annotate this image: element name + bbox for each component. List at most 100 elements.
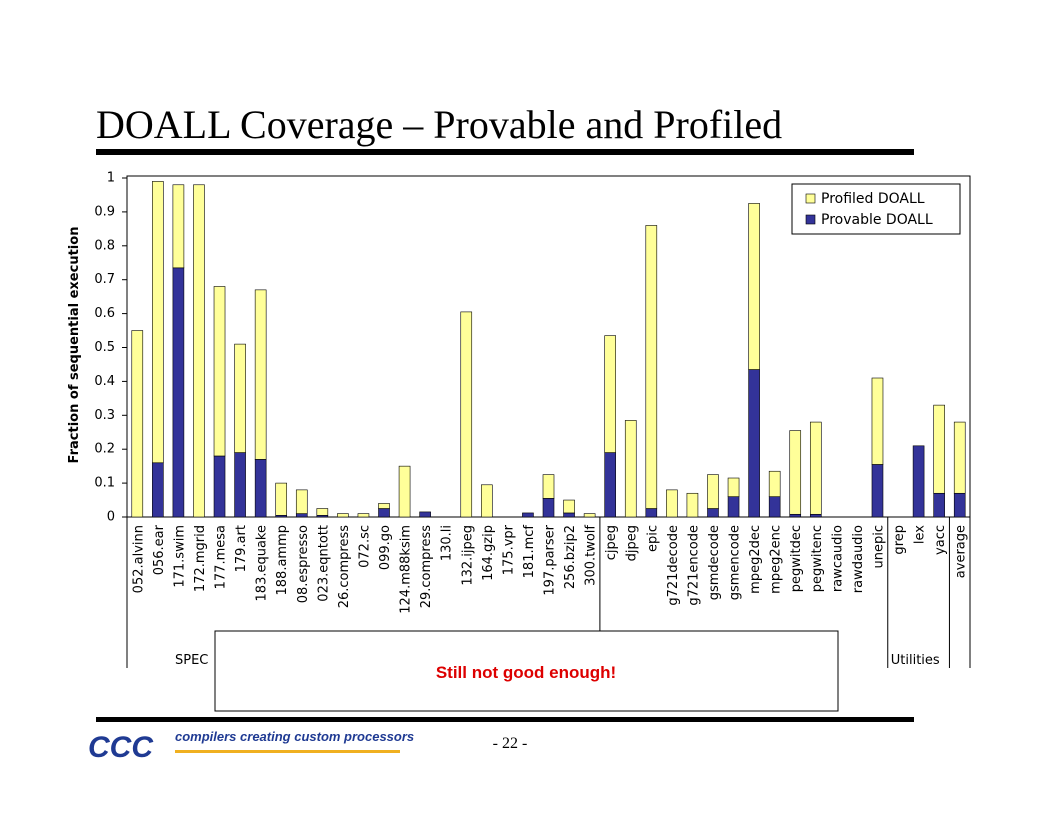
y-axis-label: Fraction of sequential execution: [67, 227, 82, 464]
x-tick-label: 172.mgrid: [193, 525, 208, 592]
bar-segment: [378, 503, 390, 509]
y-tick-label: 0.3: [94, 408, 115, 423]
bar-segment: [542, 474, 555, 499]
x-tick-label: 164.gzip: [481, 525, 496, 581]
x-tick-label: pegwitdec: [789, 525, 804, 592]
logo-bar: [175, 750, 400, 753]
y-tick-label: 1: [107, 171, 115, 186]
bar-segment: [809, 421, 822, 515]
legend-swatch: [805, 193, 816, 204]
x-tick-label: unepic: [871, 525, 886, 569]
legend-label: Provable DOALL: [821, 212, 933, 228]
x-tick-label: 052.alvinn: [131, 525, 146, 593]
bar-segment: [357, 513, 370, 518]
bar-segment: [933, 404, 945, 494]
bar-segment: [727, 477, 740, 497]
bar-segment: [933, 492, 945, 518]
bar-segment: [152, 462, 164, 518]
bar-segment: [152, 181, 164, 464]
x-tick-label: 132.ijpeg: [460, 525, 475, 586]
x-tick-label: 124.m88ksim: [399, 525, 414, 614]
footer-rule: [96, 717, 914, 722]
plot: 0 0.1 0.2 0.3 0.4 0.5 0.6 0.7 0.8 0.9 1 052.alvinn 0…: [94, 171, 971, 668]
bar-segment: [645, 508, 658, 518]
x-tick-label: 099.go: [378, 525, 393, 570]
x-tick-label: grep: [892, 525, 907, 555]
legend-swatch: [805, 214, 816, 225]
bar-segment: [604, 335, 616, 453]
x-tick-label: 023.eqntott: [316, 525, 331, 602]
bar-segment: [193, 184, 205, 518]
x-tick-label: mpeg2dec: [748, 525, 763, 594]
x-tick-label: 300.twolf: [584, 525, 599, 586]
bar-segment: [604, 452, 616, 518]
x-tick-label: pegwitenc: [810, 525, 825, 592]
bar-segment: [419, 511, 431, 518]
bar-segment: [172, 184, 185, 269]
bar-segment: [398, 465, 411, 518]
overlay: Still not good enough!: [214, 630, 839, 712]
x-tick-label: 175.vpr: [501, 524, 516, 575]
bar-segment: [666, 489, 678, 518]
x-tick-label: 183.equake: [255, 525, 270, 601]
page-number: - 22 -: [493, 735, 528, 752]
x-tick-label: lex: [913, 525, 928, 544]
x-tick-label: yacc: [933, 525, 948, 555]
x-tick-label: rawdaudio: [851, 525, 866, 593]
x-tick-label: 08.espresso: [296, 525, 311, 603]
group-label: SPEC: [175, 653, 208, 668]
bar-segment: [337, 513, 349, 518]
y-tick-label: 0.2: [94, 442, 115, 457]
x-tick-label: 181.mcf: [522, 525, 537, 579]
x-tick-label: 130.li: [440, 525, 455, 561]
bar-segment: [378, 508, 390, 518]
bar-segment: [460, 311, 473, 518]
bar-segment: [213, 455, 226, 518]
x-tick-label: 26.compress: [337, 525, 352, 609]
bar-segment: [522, 512, 534, 518]
x-tick-label: 197.parser: [543, 524, 558, 595]
bar-segment: [213, 286, 226, 457]
bar-segment: [275, 482, 288, 516]
bar-segment: [563, 512, 575, 518]
y-tick-label: 0.4: [94, 374, 115, 389]
bar-segment: [295, 489, 308, 514]
bar-segment: [316, 508, 329, 516]
x-tick-label: 256.bzip2: [563, 525, 578, 589]
bar-segment: [295, 513, 308, 518]
x-tick-label: g721decode: [666, 525, 681, 606]
bar-segment: [912, 445, 925, 518]
bar-segment: [727, 496, 740, 518]
x-tick-label: 171.swim: [172, 525, 187, 588]
group-label: Utilities: [891, 653, 940, 668]
bar-segment: [254, 459, 267, 518]
bar-segment: [563, 499, 575, 514]
bar-segment: [707, 508, 719, 518]
x-tick-label: epic: [645, 525, 660, 552]
legend-box: [791, 183, 961, 235]
bar-segment: [131, 330, 144, 518]
bar-segment: [686, 492, 699, 518]
x-tick-label: mpeg2enc: [769, 525, 784, 594]
bar-segment: [234, 452, 246, 518]
logo-mark: CCC: [88, 731, 154, 764]
bar-segment: [748, 369, 760, 518]
bar-segment: [542, 498, 555, 518]
x-tick-label: 188.ammp: [275, 525, 290, 596]
x-tick-label: g721encode: [686, 525, 701, 606]
bar-segment: [789, 513, 802, 518]
callout-box: [214, 630, 839, 712]
x-tick-label: 177.mesa: [214, 525, 229, 589]
bar-segment: [809, 513, 822, 518]
bar-segment: [645, 225, 658, 509]
x-tick-label: average: [954, 525, 969, 578]
x-tick-label: gsmdecode: [707, 525, 722, 600]
y-tick-label: 0.7: [94, 272, 115, 287]
bar-segment: [953, 421, 966, 494]
logo-tagline: compilers creating custom processors: [175, 729, 414, 744]
bar-segment: [481, 484, 493, 518]
bar-segment: [707, 474, 719, 509]
slide-title: DOALL Coverage – Provable and Profiled: [96, 102, 782, 147]
x-tick-label: 29.compress: [419, 525, 434, 609]
